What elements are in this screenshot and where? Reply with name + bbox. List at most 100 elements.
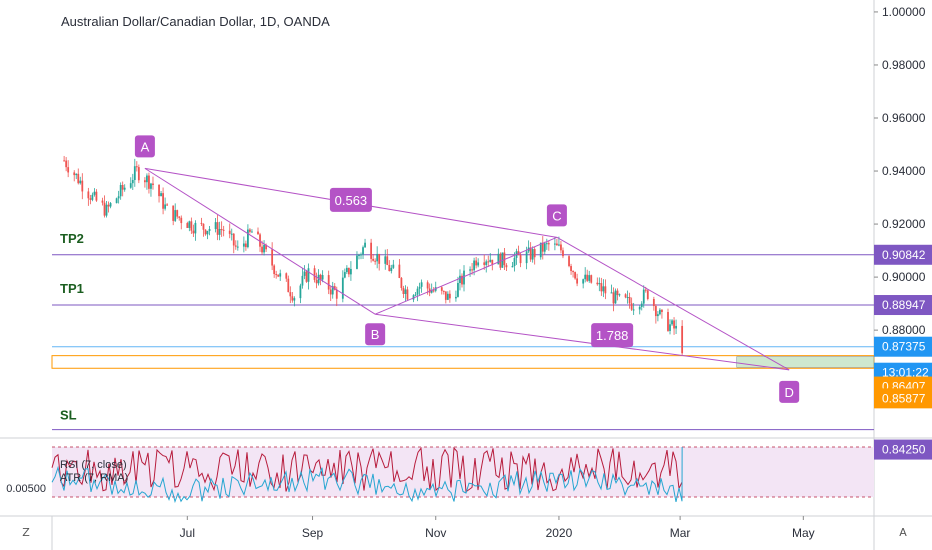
candle-body — [547, 243, 550, 245]
candle-body — [220, 229, 223, 231]
candle-body — [560, 244, 562, 251]
time-tick-label: Nov — [425, 526, 446, 540]
candle-body — [553, 243, 556, 245]
candle-body — [525, 251, 528, 264]
pattern-point-a: A — [141, 139, 150, 154]
candle-body — [656, 314, 659, 317]
candle-body — [378, 253, 381, 264]
candle-body — [91, 194, 94, 200]
candle-body — [402, 287, 405, 295]
candle-body — [265, 244, 267, 250]
candle-body — [586, 274, 589, 281]
candle-body — [131, 179, 134, 184]
candle-body — [115, 198, 118, 204]
candle-body — [374, 260, 377, 262]
candle-body — [598, 283, 601, 285]
candle-body — [638, 306, 641, 310]
candle-body — [206, 230, 209, 235]
candle-body — [491, 259, 494, 265]
candle-body — [93, 191, 96, 195]
candle-body — [117, 196, 120, 199]
pattern-line-ab — [144, 167, 376, 315]
candle-body — [618, 294, 621, 296]
candle-body — [416, 288, 419, 295]
candle-body — [646, 290, 649, 300]
candle-body — [475, 260, 478, 266]
candle-body — [440, 287, 443, 291]
pattern-point-d-badge — [779, 380, 800, 403]
candle-body — [222, 229, 225, 231]
time-tick-label: Sep — [302, 526, 324, 540]
candle-body — [529, 247, 532, 260]
candle-body — [261, 246, 263, 253]
price-tag-bg — [874, 295, 932, 316]
candle-body — [303, 271, 306, 276]
candle-body — [616, 290, 619, 296]
pattern-point-c-badge — [546, 204, 567, 227]
candle-body — [404, 289, 407, 295]
price-tag-tp: 0.88947 — [882, 298, 926, 312]
candle-body — [293, 298, 296, 301]
price-tag-sl: 0.84250 — [882, 443, 926, 457]
candle-body — [574, 272, 576, 279]
candle-body — [333, 286, 336, 290]
auto-scale-button[interactable]: A — [899, 526, 907, 539]
candle-body — [448, 293, 451, 299]
candle-body — [442, 290, 445, 292]
candle-body — [612, 292, 615, 304]
ratio-label: 1.788 — [596, 328, 629, 343]
candle-body — [483, 262, 486, 265]
candle-body — [95, 191, 98, 201]
candle-body — [388, 265, 391, 272]
rsi-band — [52, 447, 874, 497]
candle-body — [370, 242, 373, 259]
candle-body — [190, 221, 193, 231]
candle-body — [432, 290, 435, 292]
candle-body — [485, 261, 488, 265]
candle-body — [556, 243, 558, 246]
zoom-reset-button[interactable]: Z — [22, 526, 30, 539]
candle-body — [588, 275, 591, 281]
pattern-point-b: B — [371, 327, 380, 342]
candle-body — [652, 299, 655, 306]
chart-title: Australian Dollar/Canadian Dollar, 1D, O… — [61, 14, 330, 29]
candle-body — [582, 279, 585, 284]
candle-body — [279, 273, 282, 277]
price-tag-tick: 0.90000 — [882, 270, 926, 284]
candle-body — [343, 272, 346, 278]
candle-body — [600, 283, 603, 292]
candle-body — [477, 262, 480, 266]
price-tag-tick: 1.00000 — [882, 5, 926, 19]
price-tag-tick: 0.88000 — [882, 323, 926, 337]
candle-body — [398, 264, 401, 279]
candle-body — [228, 230, 231, 234]
candle-body — [545, 243, 548, 245]
candle-body — [291, 296, 294, 301]
candle-body — [461, 275, 463, 285]
candle-body — [301, 275, 304, 286]
candle-body — [632, 309, 635, 311]
time-tick-label: Mar — [670, 526, 691, 540]
price-tag-tick: 0.98000 — [882, 58, 926, 72]
candle-body — [341, 277, 344, 299]
candle-body — [644, 289, 647, 291]
candle-body — [430, 290, 433, 293]
candle-body — [101, 200, 104, 203]
candle-body — [137, 167, 140, 181]
candle-body — [148, 175, 150, 189]
price-tag-bg — [874, 388, 932, 409]
candle-body — [604, 286, 607, 294]
candle-body — [372, 258, 375, 261]
candle-body — [473, 260, 476, 271]
candle-body — [386, 256, 389, 266]
candle-body — [630, 303, 633, 310]
candle-body — [200, 222, 203, 224]
candle-body — [487, 261, 490, 263]
candle-body — [418, 286, 421, 289]
candle-body — [105, 204, 108, 216]
candle-body — [178, 216, 181, 218]
candle-body — [259, 234, 261, 247]
candle-body — [590, 275, 593, 283]
candle-body — [327, 275, 330, 290]
